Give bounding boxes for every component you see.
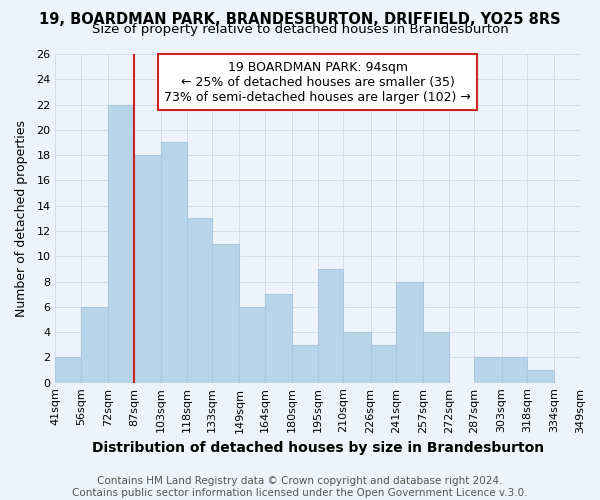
Bar <box>81 307 108 382</box>
Bar <box>108 104 134 382</box>
Bar <box>161 142 187 382</box>
Text: Size of property relative to detached houses in Brandesburton: Size of property relative to detached ho… <box>92 22 508 36</box>
Bar <box>55 358 81 382</box>
Bar <box>475 358 502 382</box>
Text: Contains HM Land Registry data © Crown copyright and database right 2024.
Contai: Contains HM Land Registry data © Crown c… <box>72 476 528 498</box>
Bar <box>343 332 371 382</box>
Bar <box>396 282 424 382</box>
Text: 19, BOARDMAN PARK, BRANDESBURTON, DRIFFIELD, YO25 8RS: 19, BOARDMAN PARK, BRANDESBURTON, DRIFFI… <box>39 12 561 28</box>
X-axis label: Distribution of detached houses by size in Brandesburton: Distribution of detached houses by size … <box>92 441 544 455</box>
Bar <box>212 244 239 382</box>
Bar <box>239 307 265 382</box>
Bar <box>134 155 161 382</box>
Text: 19 BOARDMAN PARK: 94sqm
← 25% of detached houses are smaller (35)
73% of semi-de: 19 BOARDMAN PARK: 94sqm ← 25% of detache… <box>164 60 471 104</box>
Bar <box>424 332 449 382</box>
Bar <box>318 269 343 382</box>
Bar <box>527 370 554 382</box>
Bar <box>502 358 527 382</box>
Bar <box>371 345 396 383</box>
Bar <box>292 345 318 383</box>
Y-axis label: Number of detached properties: Number of detached properties <box>15 120 28 317</box>
Bar <box>265 294 292 382</box>
Bar <box>187 218 212 382</box>
